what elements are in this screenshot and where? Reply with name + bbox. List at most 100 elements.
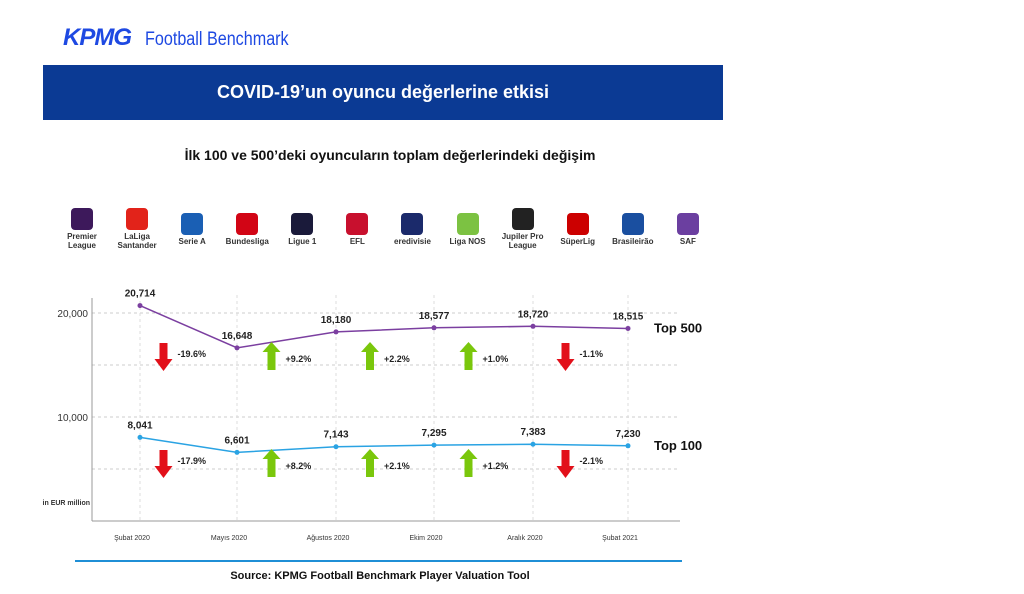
data-point bbox=[530, 323, 536, 329]
league-logo: EFL bbox=[335, 212, 379, 246]
data-label: 7,143 bbox=[323, 430, 348, 441]
data-point bbox=[137, 303, 143, 309]
series-line bbox=[139, 436, 629, 454]
league-name: EFL bbox=[349, 236, 365, 246]
league-logo-icon bbox=[566, 212, 589, 235]
data-label: 20,714 bbox=[125, 289, 156, 300]
league-logo: SüperLig bbox=[556, 212, 600, 246]
x-tick-label: Aralık 2020 bbox=[507, 535, 543, 542]
change-label: +1.0% bbox=[483, 354, 509, 364]
league-name: Brasileirão bbox=[612, 236, 654, 246]
y-tick-label: 10,000 bbox=[57, 413, 88, 424]
arrow-down-icon bbox=[556, 343, 575, 371]
data-point bbox=[530, 441, 536, 447]
data-label: 7,295 bbox=[421, 428, 446, 439]
arrow-up-icon bbox=[361, 342, 379, 370]
league-logo-icon bbox=[511, 208, 534, 230]
league-logo: Jupiler Pro League bbox=[501, 208, 545, 250]
league-logos: Premier League LaLiga Santander Serie A Bun… bbox=[60, 208, 710, 250]
league-name: Bundesliga bbox=[225, 236, 269, 246]
change-label: +1.2% bbox=[483, 461, 509, 471]
league-logo: Premier League bbox=[60, 208, 104, 250]
change-label: -19.6% bbox=[178, 349, 207, 359]
data-point bbox=[625, 443, 631, 449]
league-logo-icon bbox=[71, 208, 93, 230]
arrow-up-icon bbox=[361, 449, 379, 477]
data-label: 16,648 bbox=[222, 331, 253, 342]
kpmg-logo: KPMG Football Benchmark bbox=[63, 24, 314, 52]
y-tick-label: 20,000 bbox=[57, 309, 88, 320]
league-logo: Bundesliga bbox=[225, 212, 269, 246]
change-label: +8.2% bbox=[286, 461, 312, 471]
x-tick-label: Şubat 2021 bbox=[602, 535, 638, 542]
series-label: Top 500 bbox=[654, 320, 702, 335]
league-name: Liga NOS bbox=[449, 236, 486, 246]
arrow-down-icon bbox=[154, 450, 173, 478]
league-name: SüperLig bbox=[560, 236, 596, 246]
data-point bbox=[431, 442, 437, 448]
arrow-up-icon bbox=[459, 342, 478, 370]
change-label: +2.1% bbox=[384, 461, 410, 471]
series-line bbox=[139, 304, 629, 349]
data-point bbox=[234, 449, 240, 455]
page-title: COVID-19’un oyuncu değerlerine etkisi bbox=[43, 65, 723, 120]
brand: KPMG bbox=[63, 24, 132, 51]
series-label: Top 100 bbox=[654, 438, 702, 453]
league-logo: eredivisie bbox=[390, 212, 434, 246]
change-label: -2.1% bbox=[580, 456, 604, 466]
x-tick-label: Ekim 2020 bbox=[409, 535, 442, 542]
league-logo-icon bbox=[621, 212, 644, 235]
data-label: 7,230 bbox=[615, 429, 640, 440]
league-logo-icon bbox=[126, 208, 149, 230]
divider bbox=[75, 560, 682, 562]
arrow-down-icon bbox=[154, 343, 173, 371]
league-logo-icon bbox=[291, 212, 314, 235]
data-label: 18,720 bbox=[518, 309, 549, 320]
data-label: 8,041 bbox=[127, 420, 152, 431]
data-point bbox=[625, 325, 631, 331]
league-name: LaLiga Santander bbox=[117, 232, 157, 250]
y-axis-label: in EUR million bbox=[43, 500, 90, 507]
league-logo-icon bbox=[181, 212, 204, 235]
arrow-down-icon bbox=[556, 450, 575, 478]
league-logo: Brasileirão bbox=[611, 212, 655, 246]
league-logo: Ligue 1 bbox=[280, 212, 324, 246]
data-point bbox=[431, 325, 437, 331]
x-tick-label: Mayıs 2020 bbox=[211, 535, 247, 542]
x-tick-label: Şubat 2020 bbox=[114, 535, 150, 542]
arrow-up-icon bbox=[459, 449, 478, 477]
data-label: 18,577 bbox=[419, 311, 450, 322]
change-label: +9.2% bbox=[286, 354, 312, 364]
league-logo-icon bbox=[401, 212, 424, 235]
change-label: -1.1% bbox=[580, 349, 604, 359]
data-point bbox=[333, 444, 339, 450]
change-label: -17.9% bbox=[178, 456, 207, 466]
league-logo-icon bbox=[456, 212, 479, 235]
league-name: Serie A bbox=[178, 236, 206, 246]
x-tick-label: Ağustos 2020 bbox=[307, 535, 350, 542]
league-logo-icon bbox=[346, 212, 369, 235]
source-note: Source: KPMG Football Benchmark Player V… bbox=[230, 570, 530, 582]
data-label: 6,601 bbox=[224, 435, 249, 446]
league-logo-icon bbox=[236, 212, 259, 235]
league-logo: SAF bbox=[666, 212, 710, 246]
league-name: Jupiler Pro League bbox=[501, 232, 544, 250]
data-label: 18,515 bbox=[613, 311, 644, 322]
league-logo: Serie A bbox=[170, 212, 214, 246]
league-name: SAF bbox=[679, 236, 696, 246]
league-name: Ligue 1 bbox=[288, 236, 317, 246]
data-point bbox=[137, 434, 143, 440]
league-name: eredivisie bbox=[394, 236, 431, 246]
data-label: 7,383 bbox=[520, 427, 545, 438]
data-point bbox=[234, 345, 240, 351]
arrow-up-icon bbox=[262, 449, 281, 477]
arrow-up-icon bbox=[262, 342, 281, 370]
product-name: Football Benchmark bbox=[145, 29, 289, 50]
league-logo: LaLiga Santander bbox=[115, 208, 159, 250]
league-logo: Liga NOS bbox=[446, 212, 490, 246]
league-logo-icon bbox=[676, 212, 699, 235]
change-label: +2.2% bbox=[384, 354, 410, 364]
data-label: 18,180 bbox=[321, 315, 352, 326]
league-name: Premier League bbox=[67, 232, 97, 250]
